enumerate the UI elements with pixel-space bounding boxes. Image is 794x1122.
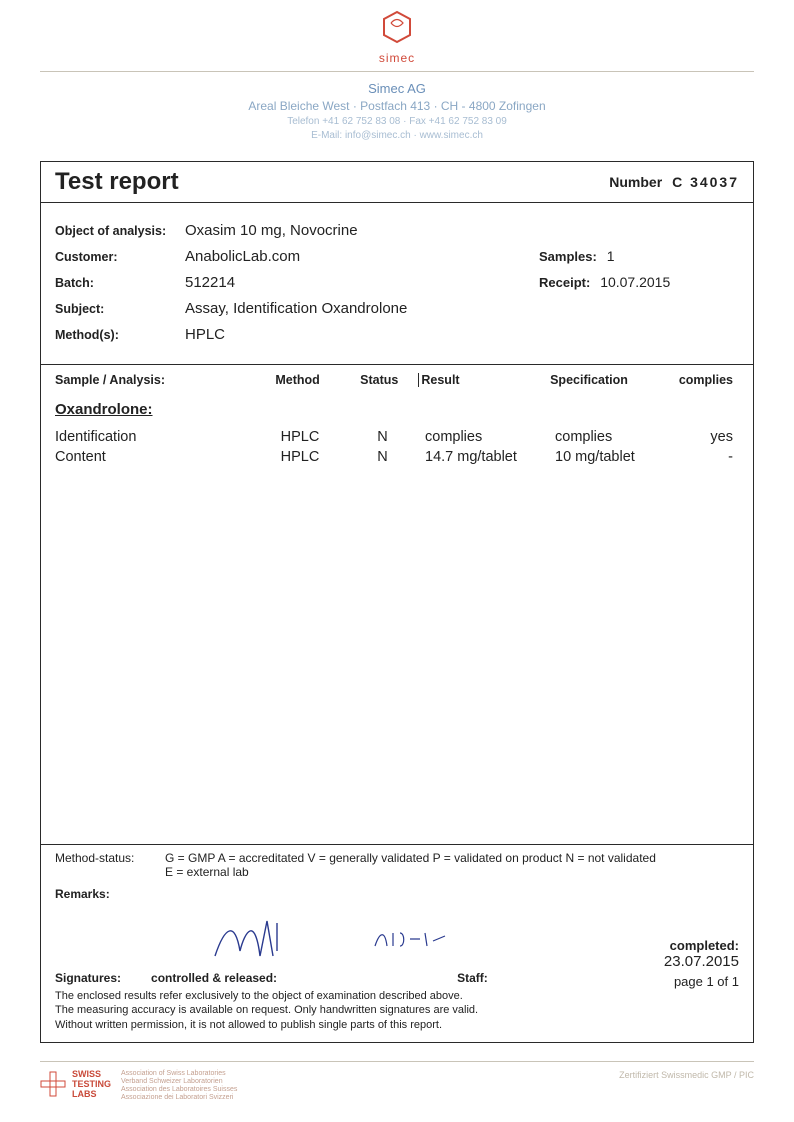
header-sample: Sample / Analysis:	[55, 373, 253, 387]
object-label: Object of analysis:	[55, 224, 185, 238]
company-email: E-Mail: info@simec.ch · www.simec.ch	[40, 129, 754, 143]
method-status-legend1: G = GMP A = accreditated V = generally v…	[165, 851, 739, 865]
completed-label: completed:	[664, 938, 739, 953]
subject-value: Assay, Identification Oxandrolone	[185, 300, 539, 317]
cell-result: 14.7 mg/tablet	[425, 448, 555, 468]
report-number: Number C 34037	[609, 174, 739, 190]
customer-value: AnabolicLab.com	[185, 248, 539, 265]
table-row: Identification HPLC N complies complies …	[55, 428, 739, 448]
cell-status: N	[345, 428, 420, 448]
staff-label: Staff:	[457, 971, 488, 985]
company-logo: simec	[40, 10, 754, 65]
table-row: Content HPLC N 14.7 mg/tablet 10 mg/tabl…	[55, 448, 739, 468]
signatures-label: Signatures:	[55, 971, 121, 985]
customer-label: Customer:	[55, 250, 185, 264]
header-method: Method	[253, 373, 342, 387]
title-row: Test report Number C 34037	[41, 162, 753, 203]
header-spec: Specification	[550, 373, 679, 387]
signature-icon	[205, 911, 505, 971]
company-name: Simec AG	[40, 80, 754, 98]
header-result: Result	[421, 373, 550, 387]
samples-label: Samples:	[539, 249, 597, 264]
cell-name: Content	[55, 448, 255, 468]
signature-area: Signatures: controlled & released: Staff…	[55, 971, 739, 1032]
number-label: Number	[609, 174, 662, 190]
company-address: Areal Bleiche West · Postfach 413 · CH -…	[40, 98, 754, 115]
cell-method: HPLC	[255, 428, 345, 448]
swiss-labs-label: SWISS TESTING LABS	[72, 1070, 111, 1100]
page-number: page 1 of 1	[664, 974, 739, 989]
controlled-released-label: controlled & released:	[151, 971, 277, 985]
header-status: Status	[342, 373, 416, 387]
analysis-block: Sample / Analysis: Method Status Result …	[41, 365, 753, 845]
subject-label: Subject:	[55, 302, 185, 316]
methods-value: HPLC	[185, 326, 539, 343]
remarks-label: Remarks:	[55, 887, 739, 901]
meta-block: Object of analysis: Oxasim 10 mg, Novocr…	[41, 203, 753, 365]
method-status-label: Method-status:	[55, 851, 165, 879]
batch-value: 512214	[185, 274, 539, 291]
swiss-cross-icon	[40, 1070, 66, 1102]
header-rule	[40, 71, 754, 72]
disclaimer-line: The enclosed results refer exclusively t…	[55, 989, 739, 1003]
logo-hex-icon	[380, 10, 414, 49]
logo-brand-text: simec	[40, 51, 754, 65]
disclaimer-line: The measuring accuracy is available on r…	[55, 1003, 739, 1017]
company-header: Simec AG Areal Bleiche West · Postfach 4…	[40, 80, 754, 143]
method-status-legend2: E = external lab	[165, 865, 739, 879]
analysis-section: Oxandrolone:	[55, 401, 739, 418]
cell-result: complies	[425, 428, 555, 448]
disclaimer-line: Without written permission, it is not al…	[55, 1018, 739, 1032]
cell-complies: yes	[685, 428, 739, 448]
page-footer: SWISS TESTING LABS Association of Swiss …	[40, 1070, 754, 1102]
receipt-label: Receipt:	[539, 275, 590, 290]
batch-label: Batch:	[55, 276, 185, 290]
cell-name: Identification	[55, 428, 255, 448]
header-complies: complies	[679, 373, 739, 387]
cell-method: HPLC	[255, 448, 345, 468]
cell-complies: -	[685, 448, 739, 468]
swiss-labs-assoc: Association of Swiss Laboratories Verban…	[121, 1070, 237, 1102]
samples-value: 1	[607, 248, 615, 264]
completed-date: 23.07.2015	[664, 953, 739, 970]
footer-block: Method-status: G = GMP A = accreditated …	[41, 845, 753, 1042]
cell-status: N	[345, 448, 420, 468]
report-title: Test report	[55, 168, 179, 196]
methods-label: Method(s):	[55, 328, 185, 342]
number-value: C 34037	[672, 174, 739, 190]
cell-spec: 10 mg/tablet	[555, 448, 685, 468]
footer-rule	[40, 1061, 754, 1062]
object-value: Oxasim 10 mg, Novocrine	[185, 222, 539, 239]
cell-spec: complies	[555, 428, 685, 448]
company-contact: Telefon +41 62 752 83 08 · Fax +41 62 75…	[40, 115, 754, 129]
certification-text: Zertifiziert Swissmedic GMP / PIC	[619, 1070, 754, 1080]
receipt-value: 10.07.2015	[600, 274, 670, 290]
report-box: Test report Number C 34037 Object of ana…	[40, 161, 754, 1043]
